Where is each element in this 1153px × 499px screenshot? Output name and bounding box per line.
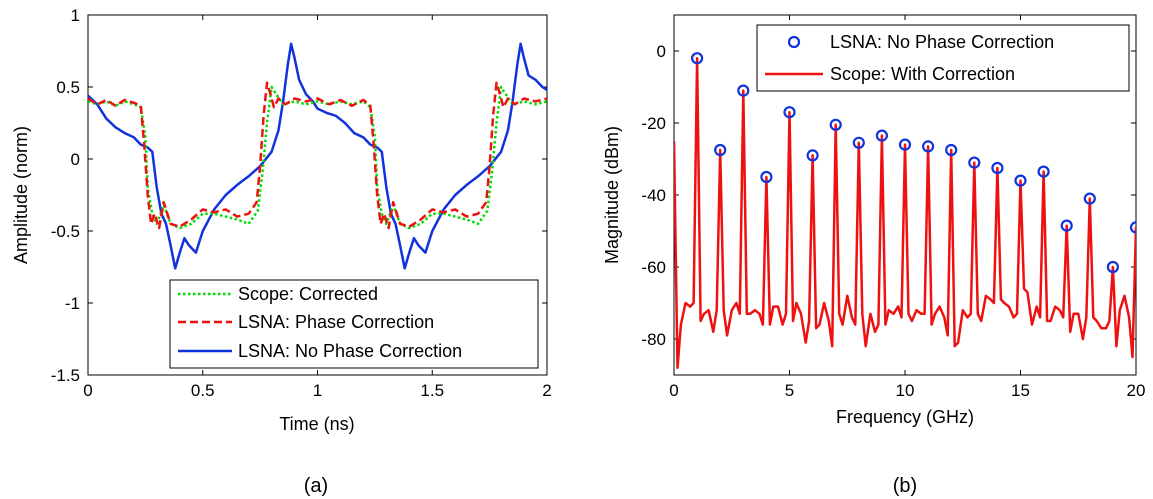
legend-b: LSNA: No Phase Correction Scope: With Co… <box>756 24 1130 92</box>
data-point-b-8 <box>875 129 889 142</box>
data-point-b-17 <box>1083 192 1096 205</box>
series-a <box>88 42 547 270</box>
panel-b: 0 5 10 15 20 -80 -60 -40 -20 0 Frequency (GHz) Ma… <box>602 14 1145 497</box>
data-point-b-18 <box>1106 260 1120 274</box>
data-point-b-7 <box>852 136 865 149</box>
data-point-b-5 <box>806 149 819 162</box>
x-tick-label-a-4: 2 <box>542 381 551 400</box>
y-tick-label-b-2: -40 <box>641 186 666 205</box>
y-tick-label-b-1: -60 <box>641 258 666 277</box>
legend-label-b-1: Scope: With Correction <box>830 64 1015 84</box>
x-axis-label-a: Time (ns) <box>279 414 354 434</box>
y-axis-label-b: Magnitude (dBm) <box>602 126 622 264</box>
legend-box-b <box>756 24 1130 92</box>
y-tick-label-a-2: -0.5 <box>51 222 80 241</box>
x-tick-label-a-1: 0.5 <box>191 381 215 400</box>
caption-b: (b) <box>893 475 917 497</box>
ticks-b: 0 5 10 15 20 -80 -60 -40 -20 0 <box>641 15 1145 400</box>
ticks-a: 0 0.5 1 1.5 2 -1.5 -1 -0.5 0 0.5 1 <box>51 6 552 400</box>
y-axis-label-a: Amplitude (norm) <box>11 126 31 264</box>
legend-label-a-1: LSNA: Phase Correction <box>238 312 434 332</box>
data-point-b-11 <box>945 143 958 157</box>
series-line-b-1 <box>674 56 1136 370</box>
series-b <box>674 52 1136 370</box>
series-line-a-2 <box>88 42 547 270</box>
data-point-b-4 <box>783 106 796 119</box>
data-point-b-0 <box>690 52 704 65</box>
x-tick-label-b-4: 20 <box>1127 381 1146 400</box>
y-tick-label-a-0: -1.5 <box>51 366 80 385</box>
data-point-b-16 <box>1060 219 1073 232</box>
data-point-b-12 <box>968 156 981 169</box>
x-axis-label-b: Frequency (GHz) <box>836 407 974 427</box>
panel-a: 0 0.5 1 1.5 2 -1.5 -1 -0.5 0 0.5 1 Time (ns) Ampli… <box>11 6 552 497</box>
data-point-b-10 <box>921 140 935 153</box>
data-point-b-6 <box>829 118 842 131</box>
x-tick-label-b-0: 0 <box>669 381 678 400</box>
data-point-b-1 <box>714 143 727 157</box>
y-tick-label-a-1: -1 <box>65 294 80 313</box>
data-point-b-19 <box>1129 221 1136 234</box>
data-point-b-15 <box>1037 165 1050 178</box>
x-tick-label-b-3: 15 <box>1011 381 1030 400</box>
x-tick-label-b-1: 5 <box>785 381 794 400</box>
legend-box-a <box>169 279 539 369</box>
x-tick-label-a-2: 1 <box>313 381 322 400</box>
y-tick-label-b-0: -80 <box>641 330 666 349</box>
x-tick-label-a-0: 0 <box>83 381 92 400</box>
y-tick-label-a-4: 0.5 <box>56 78 80 97</box>
legend-label-a-2: LSNA: No Phase Correction <box>238 341 462 361</box>
legend-label-b-0: LSNA: No Phase Correction <box>830 32 1054 52</box>
y-tick-label-b-4: 0 <box>657 42 666 61</box>
legend-a: Scope: Corrected LSNA: Phase Correction … <box>169 279 539 369</box>
y-tick-label-b-3: -20 <box>641 114 666 133</box>
data-point-b-9 <box>898 138 912 151</box>
x-tick-label-a-3: 1.5 <box>420 381 444 400</box>
x-tick-label-b-2: 10 <box>896 381 915 400</box>
data-point-b-2 <box>737 84 750 97</box>
data-point-b-13 <box>991 161 1004 175</box>
y-tick-label-a-3: 0 <box>71 150 80 169</box>
caption-a: (a) <box>304 475 328 497</box>
legend-swatch-b-0 <box>787 35 801 49</box>
series-line-a-1 <box>88 81 547 230</box>
y-tick-label-a-5: 1 <box>71 6 80 25</box>
data-point-b-3 <box>760 170 773 184</box>
data-point-b-14 <box>1014 174 1027 187</box>
legend-label-a-0: Scope: Corrected <box>238 284 378 304</box>
